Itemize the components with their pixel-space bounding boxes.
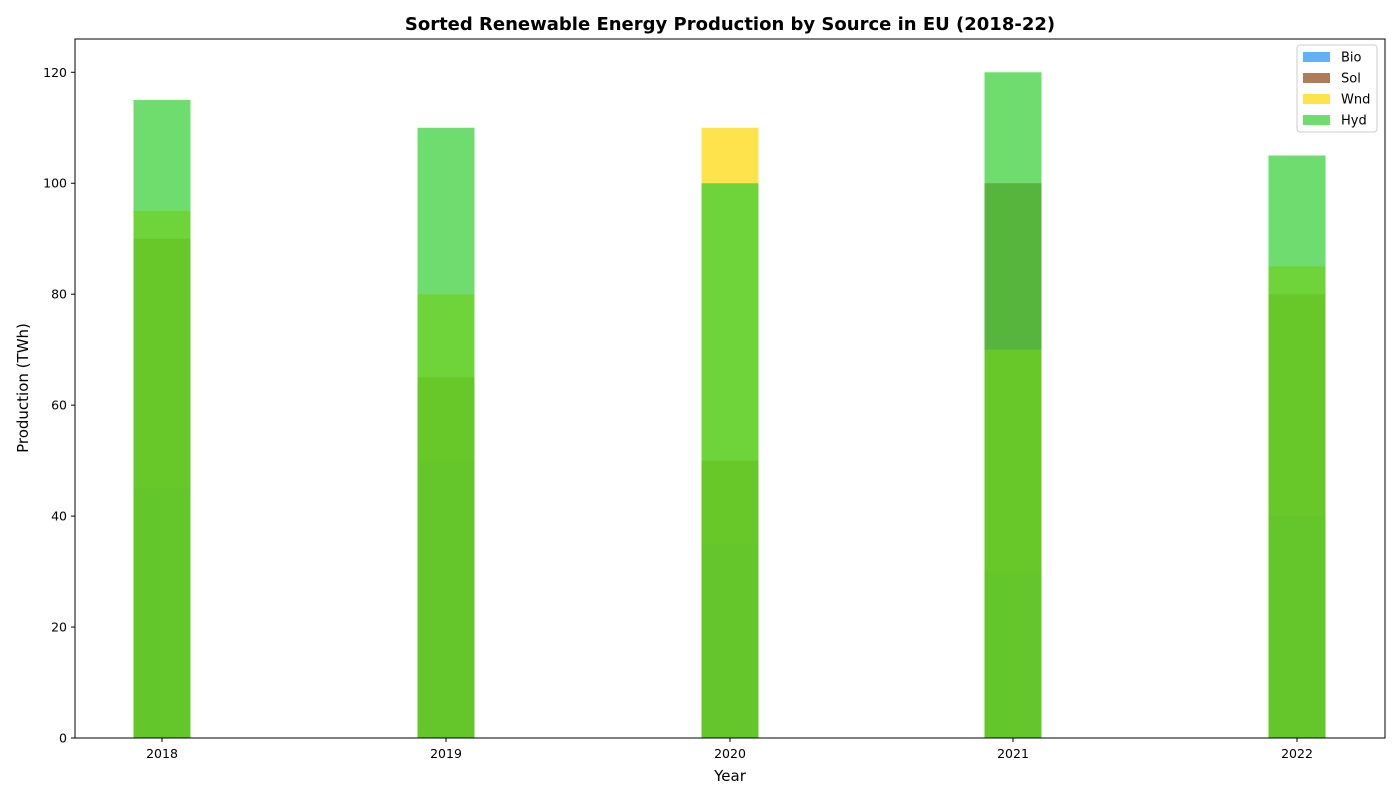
legend: Bio Sol Wnd Hyd (1296, 44, 1378, 133)
legend-box (1296, 44, 1378, 133)
x-axis: 2018 2019 2020 2021 2022 (146, 738, 1313, 761)
y-tick-label: 20 (51, 620, 67, 635)
bar-hyd-2020 (701, 183, 759, 738)
bar-hyd-2018 (133, 100, 191, 739)
legend-label-hyd: Hyd (1341, 114, 1367, 129)
y-tick-label: 60 (51, 398, 67, 413)
x-tick-label: 2020 (714, 746, 746, 761)
y-tick-label: 80 (51, 287, 67, 302)
y-axis-label: Production (TWh) (14, 323, 32, 453)
bar-hyd-2021 (984, 72, 1042, 739)
x-tick-label: 2018 (146, 746, 178, 761)
y-tick-label: 120 (43, 65, 67, 80)
x-tick-label: 2019 (430, 746, 462, 761)
legend-label-sol: Sol (1341, 72, 1361, 87)
x-tick-label: 2022 (1281, 746, 1313, 761)
bar-hyd-2019 (417, 127, 475, 738)
y-tick-label: 0 (59, 731, 67, 746)
chart-title: Sorted Renewable Energy Production by So… (405, 14, 1055, 35)
y-tick-label: 40 (51, 509, 67, 524)
x-axis-label: Year (713, 767, 747, 785)
legend-swatch-bio (1303, 52, 1330, 62)
legend-label-bio: Bio (1341, 51, 1362, 66)
y-axis: 0 20 40 60 80 100 120 (43, 65, 75, 746)
legend-label-wnd: Wnd (1341, 93, 1370, 108)
legend-swatch-wnd (1303, 94, 1330, 104)
y-tick-label: 100 (43, 176, 67, 191)
bar-hyd-2022 (1268, 155, 1326, 738)
bars-layer (133, 72, 1326, 739)
legend-swatch-hyd (1303, 115, 1330, 125)
legend-swatch-sol (1303, 73, 1330, 83)
x-tick-label: 2021 (997, 746, 1029, 761)
